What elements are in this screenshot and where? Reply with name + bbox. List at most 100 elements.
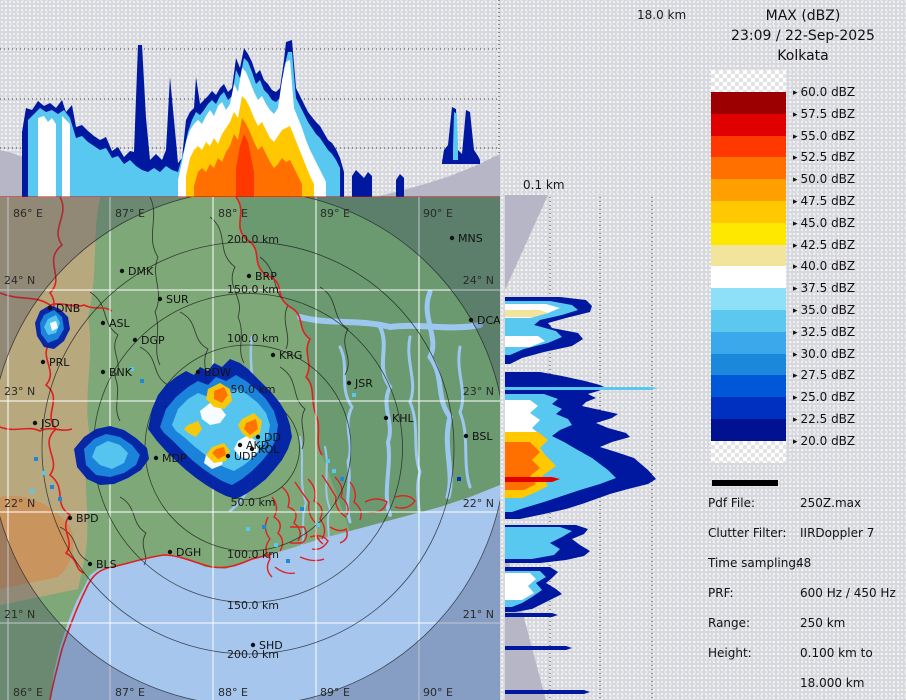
- city-marker-MNS: [449, 235, 455, 241]
- lon-label-top: 87° E: [115, 207, 145, 220]
- side-profile-plot: [505, 195, 658, 700]
- legend-band-2: [711, 135, 786, 158]
- legend-black-bar: [712, 480, 778, 486]
- legend-label-50.0-dBZ: ▸ 50.0 dBZ: [793, 172, 856, 187]
- legend-arrow-icon: ▸: [793, 262, 798, 273]
- legend-label-60.0-dBZ: ▸ 60.0 dBZ: [793, 85, 856, 99]
- legend-band-4: [711, 179, 786, 201]
- legend-band-0: [711, 92, 786, 114]
- lon-label-top: 88° E: [218, 207, 248, 220]
- city-marker-SUR: [157, 296, 163, 302]
- legend-arrow-icon: ▸: [793, 306, 798, 316]
- legend-arrow-icon: ▸: [793, 349, 798, 360]
- legend-arrow-icon: ▸: [793, 436, 798, 447]
- legend-label-52.5-dBZ: ▸ 52.5 dBZ: [793, 150, 856, 165]
- legend-arrow-icon: ▸: [793, 284, 798, 295]
- product-metadata: Pdf File: 250Z.max Clutter Filter: IIRDoppl…: [708, 496, 904, 690]
- legend-band-12: [711, 353, 786, 376]
- city-label-DGH: DGH: [176, 546, 201, 559]
- meta-value: 250 km: [800, 616, 846, 630]
- legend-band-13: [711, 375, 786, 398]
- range-ring-label: 150.0 km: [227, 283, 279, 296]
- top-echo-columns: [22, 40, 480, 197]
- city-label-DNB: DNB: [56, 302, 80, 315]
- range-ring-label: 50.0 km: [230, 496, 275, 509]
- city-label-JSD: JSD: [40, 417, 60, 430]
- legend-band-14: [711, 397, 786, 419]
- legend-datetime: 23:09 / 22-Sep-2025: [731, 28, 875, 44]
- city-label-DGP: DGP: [141, 334, 165, 347]
- city-marker-KRG: [270, 352, 276, 358]
- lat-label-right: 24° N: [463, 274, 494, 287]
- meta-value: 250Z.max: [800, 496, 862, 510]
- radar-map: 86° E 86° E 87° E 87° E 88° E 88° E 89° E 89° E…: [0, 197, 500, 700]
- legend-label-42.5-dBZ: ▸ 42.5 dBZ: [793, 237, 856, 252]
- city-marker-BLS: [87, 561, 93, 567]
- legend-label-25.0-dBZ: ▸ 25.0 dBZ: [793, 390, 856, 405]
- legend-band-11: [711, 331, 786, 354]
- city-label-DCA: DCA: [477, 314, 500, 327]
- legend-arrow-icon: ▸: [793, 218, 798, 229]
- legend-band-1: [711, 113, 786, 136]
- meta-label: Range:: [708, 616, 751, 630]
- meta-value: IIRDoppler 7: [800, 526, 875, 540]
- meta-label: Height:: [708, 646, 752, 660]
- city-marker-KHL: [383, 415, 389, 421]
- legend-arrow-icon: ▸: [793, 415, 798, 425]
- meta-label: Time sampling:: [708, 556, 801, 570]
- city-label-BPD: BPD: [76, 512, 99, 525]
- meta-value: 18.000 km: [800, 676, 865, 690]
- city-marker-JSD: [32, 420, 38, 426]
- city-label-BLS: BLS: [96, 558, 117, 571]
- legend-station: Kolkata: [777, 48, 829, 64]
- city-label-PRL: PRL: [49, 356, 70, 369]
- lon-label-top: 89° E: [320, 207, 350, 220]
- meta-row-prf: PRF: 600 Hz / 450 Hz: [708, 586, 904, 601]
- city-marker-BNK: [100, 369, 106, 375]
- legend-arrow-icon: ▸: [793, 88, 798, 98]
- meta-row-clutter-filter: Clutter Filter: IIRDoppler 7: [708, 526, 904, 541]
- city-label-DMK: DMK: [128, 265, 154, 278]
- legend-label-30.0-dBZ: ▸ 30.0 dBZ: [793, 346, 856, 361]
- city-label-BDW: BDW: [204, 366, 231, 379]
- city-label-SUR: SUR: [166, 293, 189, 306]
- legend-band-9: [711, 288, 786, 310]
- city-label-BSL: BSL: [472, 430, 493, 443]
- meta-row-height: Height: 0.100 km to: [708, 646, 904, 661]
- city-label-SHD: SHD: [259, 639, 283, 652]
- city-label-ASL: ASL: [109, 317, 131, 330]
- lat-label-left: 22° N: [4, 497, 35, 510]
- city-marker-BDW: [195, 369, 201, 375]
- legend-label-57.5-dBZ: ▸ 57.5 dBZ: [793, 106, 856, 121]
- city-marker-BSL: [463, 433, 469, 439]
- city-label-BNK: BNK: [109, 366, 133, 379]
- legend-label-55.0-dBZ: ▸ 55.0 dBZ: [793, 128, 856, 143]
- city-label-KRG: KRG: [279, 349, 302, 362]
- city-marker-DGP: [132, 337, 138, 343]
- legend-label-40.0-dBZ: ▸ 40.0 dBZ: [793, 259, 856, 274]
- city-label-MDP: MDP: [162, 452, 187, 465]
- legend-band-10: [711, 309, 786, 332]
- legend-band-above-60: [711, 70, 786, 92]
- legend-band-5: [711, 200, 786, 223]
- top-height-profile-panel: [0, 0, 500, 199]
- city-marker-DGH: [167, 549, 173, 555]
- lat-label-right: 23° N: [463, 385, 494, 398]
- legend-label-35.0-dBZ: ▸ 35.0 dBZ: [793, 303, 856, 317]
- legend-label-27.5-dBZ: ▸ 27.5 dBZ: [793, 368, 856, 383]
- meta-value: 0.100 km to: [800, 646, 873, 660]
- city-marker-BRP: [246, 273, 252, 279]
- city-marker-ASL: [100, 320, 106, 326]
- lon-label-bottom: 87° E: [115, 686, 145, 699]
- city-marker-UDP: [225, 453, 231, 459]
- legend-band-below-20: [711, 440, 786, 463]
- legend-arrow-icon: ▸: [793, 153, 798, 164]
- map-echo-overlay: [30, 305, 461, 563]
- legend-arrow-icon: ▸: [793, 240, 798, 251]
- top-profile-plot: [0, 0, 500, 199]
- city-label-KHL: KHL: [392, 412, 414, 425]
- city-label-MNS: MNS: [458, 232, 483, 245]
- legend-arrow-icon: ▸: [793, 371, 798, 382]
- legend-band-15: [711, 418, 786, 441]
